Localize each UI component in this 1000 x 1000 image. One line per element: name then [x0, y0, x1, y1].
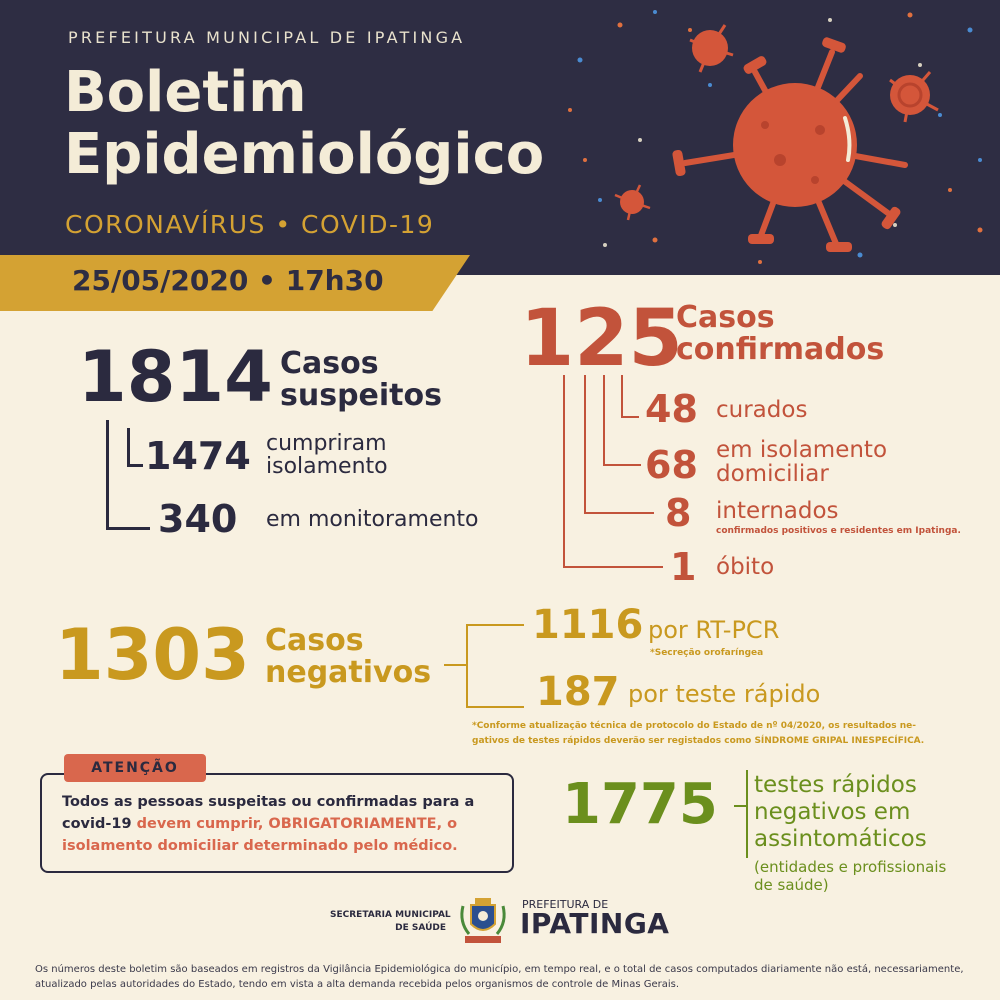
- asymptomatic-note: (entidades e profissionais de saúde): [754, 858, 946, 894]
- isolated-value: 1474: [145, 434, 251, 478]
- negatives-bracket: [466, 624, 468, 708]
- rapid-value: 187: [536, 669, 620, 715]
- suspects-label-line2: suspeitos: [280, 377, 442, 413]
- attention-text-part3: OBRIGATORIAMENTE: [268, 816, 437, 832]
- rtpcr-note: *Secreção orofaríngea: [650, 648, 764, 658]
- asymptomatic-label-line3: assintomáticos: [754, 826, 927, 852]
- confirmed-bracket-2: [584, 375, 586, 513]
- attention-tab: ATENÇÃO: [64, 754, 206, 782]
- title-line-1: Boletim: [64, 60, 307, 125]
- asymptomatic-label-line2: negativos em: [754, 799, 911, 825]
- confirmed-total: 125: [520, 294, 683, 384]
- negatives-bracket-bottom: [466, 706, 524, 708]
- hospitalized-value: 8: [665, 491, 692, 535]
- hospitalized-note: confirmados positivos e residentes em Ip…: [716, 526, 961, 536]
- suspects-bracket-bottom: [106, 527, 150, 530]
- monitoring-value: 340: [158, 497, 238, 541]
- confirmed-bracket-1: [563, 375, 565, 567]
- isolated-label-line2: isolamento: [266, 454, 388, 480]
- rtpcr-value: 1116: [532, 602, 644, 648]
- negatives-label-line2: negativos: [265, 654, 432, 690]
- hospitalized-label: internados: [716, 498, 839, 524]
- rapid-note-line1: *Conforme atualização técnica de protoco…: [472, 721, 916, 731]
- asymptomatic-label-line1: testes rápidos: [754, 772, 917, 798]
- suspects-label-line1: Casos: [280, 346, 379, 381]
- home-isolation-value: 68: [645, 443, 698, 487]
- isolated-label: cumpriram isolamento: [266, 432, 388, 478]
- suspects-total: 1814: [78, 336, 273, 418]
- suspects-label: Casos suspeitos: [280, 348, 442, 411]
- negatives-label-line1: Casos: [265, 623, 364, 658]
- attention-text-part1: Todos as pessoas suspeitas ou confirmada…: [62, 794, 475, 832]
- asymptomatic-connector: [734, 805, 746, 807]
- rapid-note-line2: gativos de testes rápidos deverão ser re…: [472, 736, 925, 746]
- secretaria-line1: SECRETARIA MUNICIPAL: [330, 910, 451, 920]
- confirmed-label-line1: Casos: [676, 300, 775, 335]
- confirmed-bracket-2-bottom: [584, 512, 654, 514]
- suspects-bracket-inner-bottom: [127, 464, 143, 467]
- asymptomatic-value: 1775: [562, 772, 718, 837]
- secretaria-line2: DE SAÚDE: [395, 923, 446, 933]
- rapid-label: por teste rápido: [628, 680, 821, 708]
- confirmed-label-line2: confirmados: [676, 331, 885, 367]
- home-isolation-label-line2: domiciliar: [716, 461, 829, 488]
- confirmed-bracket-3-bottom: [603, 464, 641, 466]
- deaths-label: óbito: [716, 554, 775, 580]
- attention-box: [40, 773, 514, 873]
- asymptomatic-note-line1: (entidades e profissionais: [754, 858, 947, 876]
- ipatinga-coat-of-arms-icon: [460, 898, 506, 943]
- confirmed-bracket-1-bottom: [563, 566, 663, 568]
- negatives-bracket-top: [466, 624, 524, 626]
- deaths-value: 1: [670, 545, 697, 589]
- page-title: Boletim Epidemiológico: [64, 62, 544, 186]
- suspects-bracket-inner: [127, 428, 130, 466]
- footer-disclaimer: Os números deste boletim são baseados em…: [35, 964, 964, 990]
- bulletin-date: 25/05/2020 • 17h30: [72, 264, 384, 297]
- negatives-connector: [444, 664, 466, 666]
- page-subtitle: CORONAVÍRUS • COVID-19: [65, 210, 435, 239]
- secretaria-logo-text: SECRETARIA MUNICIPAL DE SAÚDE: [330, 909, 451, 935]
- government-name: PREFEITURA MUNICIPAL DE IPATINGA: [68, 28, 466, 47]
- rapid-note: *Conforme atualização técnica de protoco…: [472, 719, 924, 749]
- negatives-label: Casos negativos: [265, 625, 431, 688]
- negatives-total: 1303: [55, 614, 250, 696]
- attention-text: Todos as pessoas suspeitas ou confirmada…: [62, 791, 502, 857]
- rtpcr-label: por RT-PCR: [648, 616, 780, 644]
- attention-text-part2: devem cumprir,: [136, 816, 269, 832]
- prefeitura-small-text: PREFEITURA DE: [522, 898, 609, 911]
- asymptomatic-note-line2: de saúde): [754, 876, 829, 894]
- asymptomatic-bracket: [746, 770, 748, 858]
- home-isolation-label-line1: em isolamento: [716, 437, 888, 463]
- virus-illustration-icon: [568, 10, 983, 264]
- confirmed-bracket-3: [603, 375, 605, 465]
- confirmed-label: Casos confirmados: [676, 302, 884, 365]
- confirmed-bracket-4-bottom: [621, 416, 639, 418]
- prefeitura-big-text: IPATINGA: [520, 907, 670, 940]
- cured-label: curados: [716, 397, 808, 423]
- home-isolation-label: em isolamento domiciliar: [716, 438, 887, 486]
- confirmed-bracket-4: [621, 375, 623, 417]
- isolated-label-line1: cumpriram: [266, 431, 387, 456]
- asymptomatic-label: testes rápidos negativos em assintomátic…: [754, 772, 927, 853]
- suspects-bracket-outer: [106, 420, 109, 530]
- cured-value: 48: [645, 387, 698, 431]
- attention-text-part4: , o: [436, 816, 458, 832]
- monitoring-label: em monitoramento: [266, 507, 479, 532]
- date-banner: [0, 255, 470, 311]
- title-line-2: Epidemiológico: [64, 122, 545, 187]
- attention-text-part5: isolamento domiciliar determinado pelo m…: [62, 838, 458, 854]
